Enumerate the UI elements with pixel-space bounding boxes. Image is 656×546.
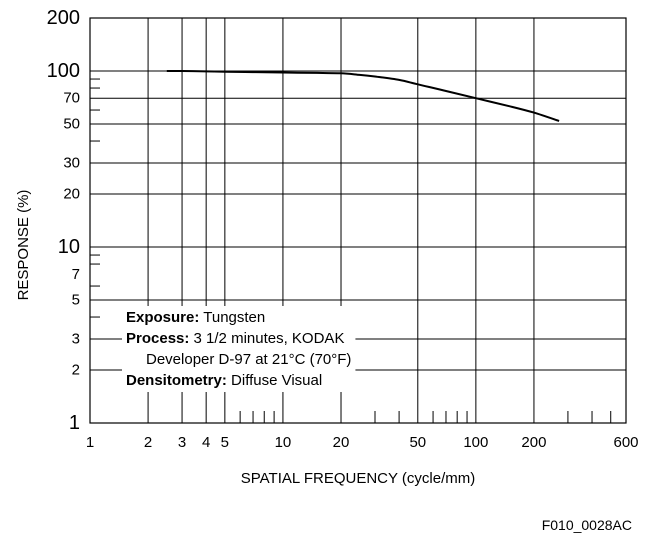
plot-frame bbox=[89, 17, 627, 424]
x-tick-label: 600 bbox=[613, 434, 638, 451]
x-tick-label: 5 bbox=[221, 434, 229, 451]
x-tick-label: 2 bbox=[144, 434, 152, 451]
annotation-line: Densitometry: Diffuse Visual bbox=[126, 372, 322, 389]
y-tick-label: 7 bbox=[72, 266, 80, 283]
y-tick-label: 70 bbox=[63, 90, 80, 107]
y-tick-label: 1 bbox=[69, 412, 80, 434]
x-tick-label: 50 bbox=[409, 434, 426, 451]
x-tick-labels: 1 2 3 4 5 10 20 50 100 200 600 bbox=[86, 434, 639, 451]
y-tick-label: 2 bbox=[72, 362, 80, 379]
x-tick-label: 10 bbox=[275, 434, 292, 451]
annotation-line: Process: 3 1/2 minutes, KODAK bbox=[126, 330, 344, 347]
annotation-block: Exposure: Tungsten Process: 3 1/2 minutes… bbox=[126, 309, 351, 389]
x-tick-label: 4 bbox=[202, 434, 210, 451]
annotation-line: Exposure: Tungsten bbox=[126, 309, 265, 326]
y-tick-labels: 1 2 3 5 7 10 20 30 50 70 100 200 bbox=[47, 7, 80, 434]
figure-code: F010_0028AC bbox=[542, 517, 632, 533]
y-tick-label: 3 bbox=[72, 331, 80, 348]
annotation-key: Process: bbox=[126, 330, 189, 347]
y-tick-label: 20 bbox=[63, 186, 80, 203]
y-tick-label: 200 bbox=[47, 7, 80, 29]
x-tick-label: 20 bbox=[333, 434, 350, 451]
series-line bbox=[166, 69, 560, 122]
x-tick-label: 3 bbox=[178, 434, 186, 451]
annotation-value: Diffuse Visual bbox=[227, 372, 322, 389]
y-tick-label: 100 bbox=[47, 60, 80, 82]
x-axis-title: SPATIAL FREQUENCY (cycle/mm) bbox=[241, 470, 475, 487]
x-tick-label: 100 bbox=[463, 434, 488, 451]
annotation-background bbox=[122, 306, 356, 392]
x-tick-label: 200 bbox=[521, 434, 546, 451]
y-axis-title: RESPONSE (%) bbox=[15, 190, 32, 301]
y-tick-label: 30 bbox=[63, 155, 80, 172]
annotation-value: 3 1/2 minutes, KODAK bbox=[189, 330, 344, 347]
y-tick-label: 50 bbox=[63, 115, 80, 132]
annotation-value: Tungsten bbox=[199, 309, 265, 326]
annotation-line: Developer D-97 at 21°C (70°F) bbox=[146, 351, 351, 368]
minor-ticks bbox=[90, 78, 612, 423]
y-tick-label: 10 bbox=[58, 236, 80, 258]
x-tick-label: 1 bbox=[86, 434, 94, 451]
annotation-key: Exposure: bbox=[126, 309, 199, 326]
annotation-value: Developer D-97 at 21°C (70°F) bbox=[146, 351, 351, 368]
y-tick-label: 5 bbox=[72, 291, 80, 308]
annotation-key: Densitometry: bbox=[126, 372, 227, 389]
